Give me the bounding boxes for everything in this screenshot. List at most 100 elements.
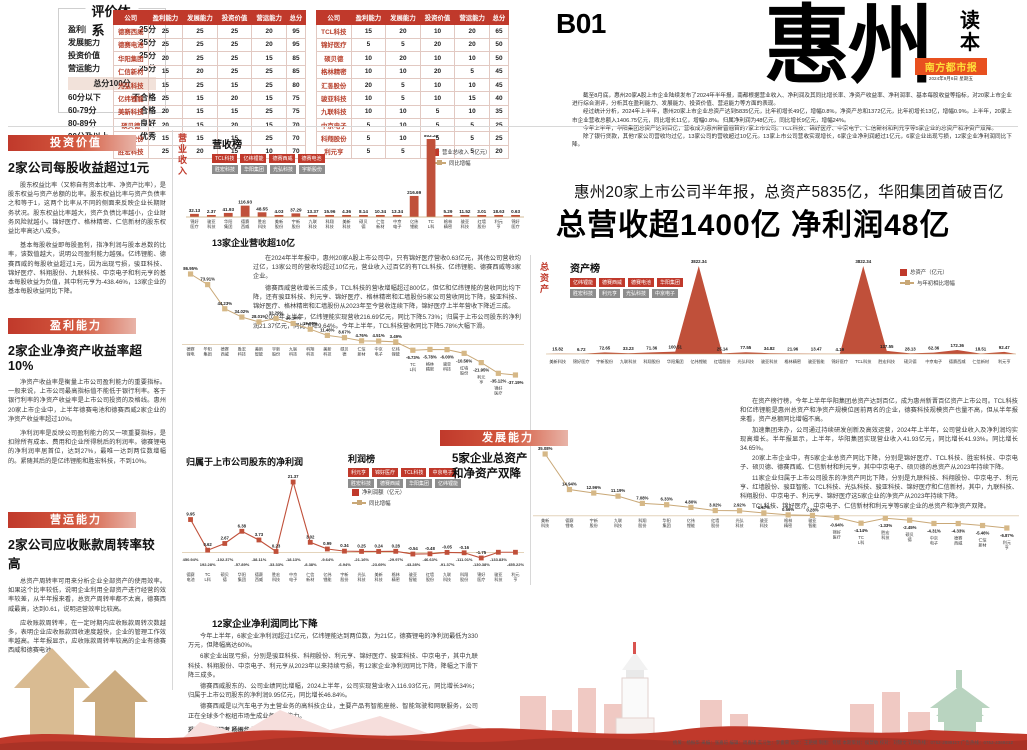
score-cell: 20 (182, 64, 218, 79)
revenue-bar-value: 32.13 (189, 208, 201, 213)
grade-label: 60分以下 (68, 93, 101, 102)
data-point (239, 314, 245, 320)
revenue-bar-category: 华阳 (224, 218, 232, 225)
revenue-note: 德赛西威营收增长三成多，TCL科技的营收增幅超过800亿，但亿和亿纬锂能的营收同… (253, 284, 521, 311)
category-label: 精密 (392, 576, 400, 582)
publisher-name: 南方都市报 (915, 58, 987, 75)
revenue-bar (308, 215, 318, 217)
score-cell: 10 (419, 24, 456, 39)
category-label: 宇新 (590, 517, 598, 523)
category-label: 亨 (1005, 544, 1009, 550)
asset-category-label: 利元亨 (998, 358, 1011, 365)
asset-value-label: 33.23 (623, 346, 635, 351)
revenue-bars-svg: 32.13 锦好医疗 2.37 骏亚科技 41.93 华阳集团 116.93 德赛西威 48.5… (186, 133, 524, 230)
revenue-bar-category: 锂能 (410, 223, 419, 230)
revenue-bar-value: 11.52 (459, 209, 471, 214)
data-label: 11.19% (611, 488, 626, 493)
profit-value-label: 21.37 (288, 474, 299, 479)
score-cell: 25 (216, 24, 253, 39)
category-label: 集团 (663, 522, 671, 528)
score-cell: 10 (419, 77, 456, 93)
revenue-bar (325, 215, 335, 217)
data-point (324, 546, 330, 552)
score-cell: 95 (285, 37, 307, 53)
data-point (591, 490, 597, 496)
table-row: 汇통股份 20 5 10 10 45 (316, 77, 510, 93)
revenue-bar-value: 41.93 (223, 207, 235, 212)
data-label: -0.94% (830, 523, 844, 528)
asset-value-label: 18.51 (975, 347, 987, 352)
company-name-cell: 华阳集团 (113, 51, 149, 66)
category-label: 精密 (426, 365, 434, 371)
score-cell: 10 (419, 51, 456, 66)
revenue-bar-category: 骏亚 (461, 218, 469, 225)
rank-pill: TCL科技 (401, 468, 427, 477)
revenue-bar (240, 205, 250, 217)
data-point (542, 451, 548, 457)
data-point (882, 515, 888, 521)
table-row: 硕贝德 10 20 10 10 50 (316, 51, 510, 66)
score-cell: 70 (285, 117, 307, 133)
score-cell: 5 (454, 144, 490, 160)
rank-pill: 锦好医疗 (372, 468, 399, 477)
profit-note-title: 12家企业净利润同比下降 (212, 619, 318, 630)
section-paragraph: 应收账款周转率，在一定时期内应收账款周转次数越多，表明企业应收账款回收速度越快，… (8, 619, 166, 655)
category-label: 科技 (238, 351, 246, 357)
headline-main: 总营收超1400亿 净利润48亿 (556, 209, 951, 242)
revenue-bar-value: 2.37 (207, 209, 216, 214)
score-cell: 35 (488, 104, 510, 120)
category-label: 九联 (443, 571, 451, 577)
section-banner: 投资价值 (8, 135, 136, 151)
revenue-bar-category: 医疗 (511, 223, 519, 230)
data-point (205, 282, 211, 288)
revenue-bar (392, 215, 402, 217)
category-label: 德 (223, 576, 227, 582)
data-point (478, 555, 484, 561)
profit-value-label: -0.16 (459, 545, 469, 550)
company-name-cell: 仁信新材 (113, 64, 149, 79)
category-label: 中京 (289, 571, 297, 577)
grade-label: 60-79分 (68, 106, 97, 115)
rank-pill: 中京电子 (652, 289, 679, 298)
asset-note: 在资产榜行榜，今年上半年华阳集团总资产达到百亿，成为惠州新晋百亿资产上市公司。T… (740, 398, 1018, 424)
category-label: 利元 (1003, 539, 1011, 545)
score-table-left: 公司 盈利能力 发展能力 投资价值 营运能力 总分 德赛西威 25 25 25 20 95 德赛电池 2… (113, 9, 307, 160)
revenue-bar-value: 15.96 (324, 209, 336, 214)
revenue-bar-value: 5.29 (443, 209, 452, 214)
category-label: 光弘 (735, 517, 743, 523)
category-label: 新材 (357, 351, 365, 357)
data-point (513, 549, 518, 555)
rank-pill: 利元亨 (599, 289, 621, 298)
revenue-bar-category: 科技 (325, 223, 334, 230)
data-point (188, 517, 193, 522)
table-header-cell: 发展能力 (385, 9, 421, 26)
rank-pill: 华阳集团 (406, 479, 433, 488)
section-title: 2家公司每股收益超过1元 (8, 161, 150, 175)
data-label: 26.14% (286, 315, 301, 320)
category-label: 医疗 (477, 576, 485, 582)
category-label: 宇新 (340, 571, 348, 577)
rank-pill: 德赛电池 (298, 154, 325, 163)
asset-value-label: 25.14 (717, 346, 729, 351)
table-row: 科翔股份 5 10 5 5 25 (316, 131, 510, 146)
category-label: 科技 (443, 366, 451, 372)
category-label: 骏亚 (760, 517, 768, 523)
asset-category-label: 九联科技 (620, 358, 638, 365)
net-asset-line-chart: 35.08% 美新 科技 14.94% 德赛 锂电 12.96% 宇新 股份 11.19% 九联 科技… (533, 440, 1019, 580)
asset-category-label: 胜宏科技 (878, 358, 896, 365)
profit-value-label: 0.62 (203, 542, 212, 547)
category-label: 胜宏 (272, 571, 280, 577)
category-label: 九联 (289, 346, 297, 352)
revenue-legend-keys: 营业总收入（亿元） 同比增幅 (432, 148, 491, 167)
asset-value-label: 77.55 (740, 345, 752, 350)
dark-red-band (0, 736, 1027, 750)
rank-pill: 胜宏科技 (212, 165, 239, 174)
category-label: 光弘 (357, 571, 365, 577)
category-label: 锂电 (565, 522, 573, 528)
score-cell: 5 (454, 131, 490, 146)
category-label: 股份 (711, 522, 719, 528)
score-cell: 15 (216, 104, 253, 120)
score-cell: 25 (216, 37, 253, 53)
category-label: 骏亚 (409, 571, 417, 577)
data-point (222, 541, 228, 546)
